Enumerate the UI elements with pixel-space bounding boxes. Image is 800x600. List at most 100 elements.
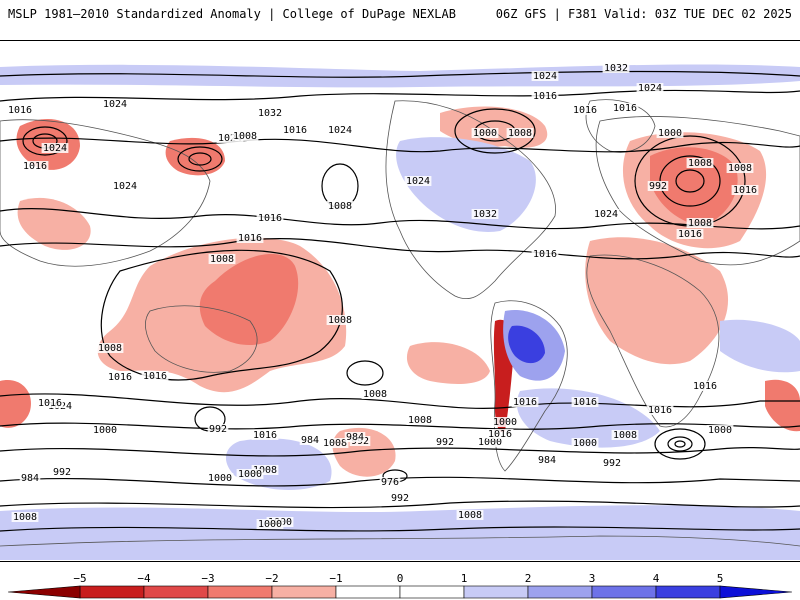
contour-label-bg [636,83,664,93]
contour-label-bg [571,438,599,448]
anomaly-europe-core [650,147,738,226]
contour-label-bg [531,249,559,259]
anomaly-southern-ocean [225,438,332,491]
contour-label-bg [726,163,754,173]
contour-label: 1016 [693,381,717,392]
contour-label-bg [321,438,349,448]
positive-anomaly-regions [0,64,800,560]
contour-label-bg [602,63,630,73]
contour-label: 992 [209,424,227,435]
isobar [0,476,800,487]
coast-australia [145,305,258,373]
contour-label: 1024 [103,99,127,110]
coast-africa [586,254,720,428]
contour-label: 1016 [23,161,47,172]
isobar-low [188,152,212,166]
contour-label-bg [6,105,34,115]
isobar [0,447,800,457]
contour-label-bg [256,213,284,223]
anomaly-tropical-pacific-core [199,254,299,346]
contour-label-bg [506,128,534,138]
contour-label-bg [256,108,284,118]
contour-label-bg [41,143,69,153]
colorbar-tick-label: −1 [329,572,343,585]
contour-label: 1000 [658,128,682,139]
contour-label-bg [456,510,484,520]
isobar [100,249,343,381]
colorbar-tick-label: 3 [588,572,596,585]
contour-label-bg [208,254,236,264]
chart-title: MSLP 1981—2010 Standardized Anomaly | Co… [8,7,456,21]
anomaly-indian-south-east [765,379,800,432]
contour-label: 1008 [233,131,257,142]
contour-label: 1016 [513,397,537,408]
anomaly-south-america-core [508,325,545,364]
contour-label-bg [379,477,401,487]
colorbar-swatch [527,585,593,599]
contour-label-bg [299,435,321,445]
contour-label: 1008 [508,128,532,139]
contour-label-bg [326,201,354,211]
colorbar-swatch [463,585,529,599]
contour-label: 1024 [328,125,352,136]
contour-label-bg [231,131,259,141]
colorbar-swatches [79,585,721,599]
contour-label: 1008 [688,158,712,169]
coast-antarctica [0,535,800,547]
colorbar-swatch [591,585,657,599]
contour-label-bg [471,128,499,138]
anomaly-south-atlantic [406,342,490,384]
isobar-low [667,436,693,452]
isobar [0,500,800,509]
anomaly-indian-south [0,380,31,428]
contour-label: 1016 [38,398,62,409]
contour-label: 1016 [258,213,282,224]
contour-label: 992 [53,467,71,478]
contour-label-bg [236,233,264,243]
contour-label-bg [11,512,39,522]
isobar-low [454,108,536,154]
contour-label-bg [51,467,73,477]
isobar [0,422,800,430]
anomaly-north-america [396,137,536,232]
contour-label-bg [91,425,119,435]
contour-label: 1024 [218,133,242,144]
contour-label-bg [646,405,674,415]
contour-label: 1016 [283,125,307,136]
colorbar-tick-label: 1 [460,572,468,585]
colorbar-swatch [79,585,145,599]
anomaly-map: 1032 1024 1024 1016 1024 1024 1032 1008 1016 1024… [0,40,800,562]
contour-label-bg [647,181,669,191]
coast-asia-west [0,119,211,267]
colorbar-right-arrow-icon [719,585,793,599]
contour-label: 1016 [143,371,167,382]
contour-label-bg [141,371,169,381]
contour-label-bg [21,161,49,171]
contour-label: 1032 [604,63,628,74]
contour-label-bg [686,158,714,168]
contour-label-bg [434,437,456,447]
contour-label-bg [511,397,539,407]
contour-label-bg [571,397,599,407]
contour-label: 1016 [533,249,557,260]
contour-label-bg [406,415,434,425]
contour-label: 992 [391,493,409,504]
isobar [0,70,800,78]
contour-label-bg [601,458,623,468]
contour-label: 1008 [210,254,234,265]
contour-label: 1016 [573,105,597,116]
contour-label-bg [404,176,432,186]
contour-label-bg [256,519,284,529]
contour-label: 1008 [688,218,712,229]
isobar [0,137,800,153]
colorbar-tick-label: −5 [73,572,87,585]
contour-label-bg [344,432,366,442]
contour-label-bg [19,473,41,483]
contour-label-bg [236,469,264,479]
contour-label: 976 [381,477,399,488]
colorbar-tick-label: −2 [265,572,279,585]
contour-label: 1008 [253,465,277,476]
contour-label: 1008 [363,389,387,400]
colorbar-tick-label: 5 [716,572,724,585]
